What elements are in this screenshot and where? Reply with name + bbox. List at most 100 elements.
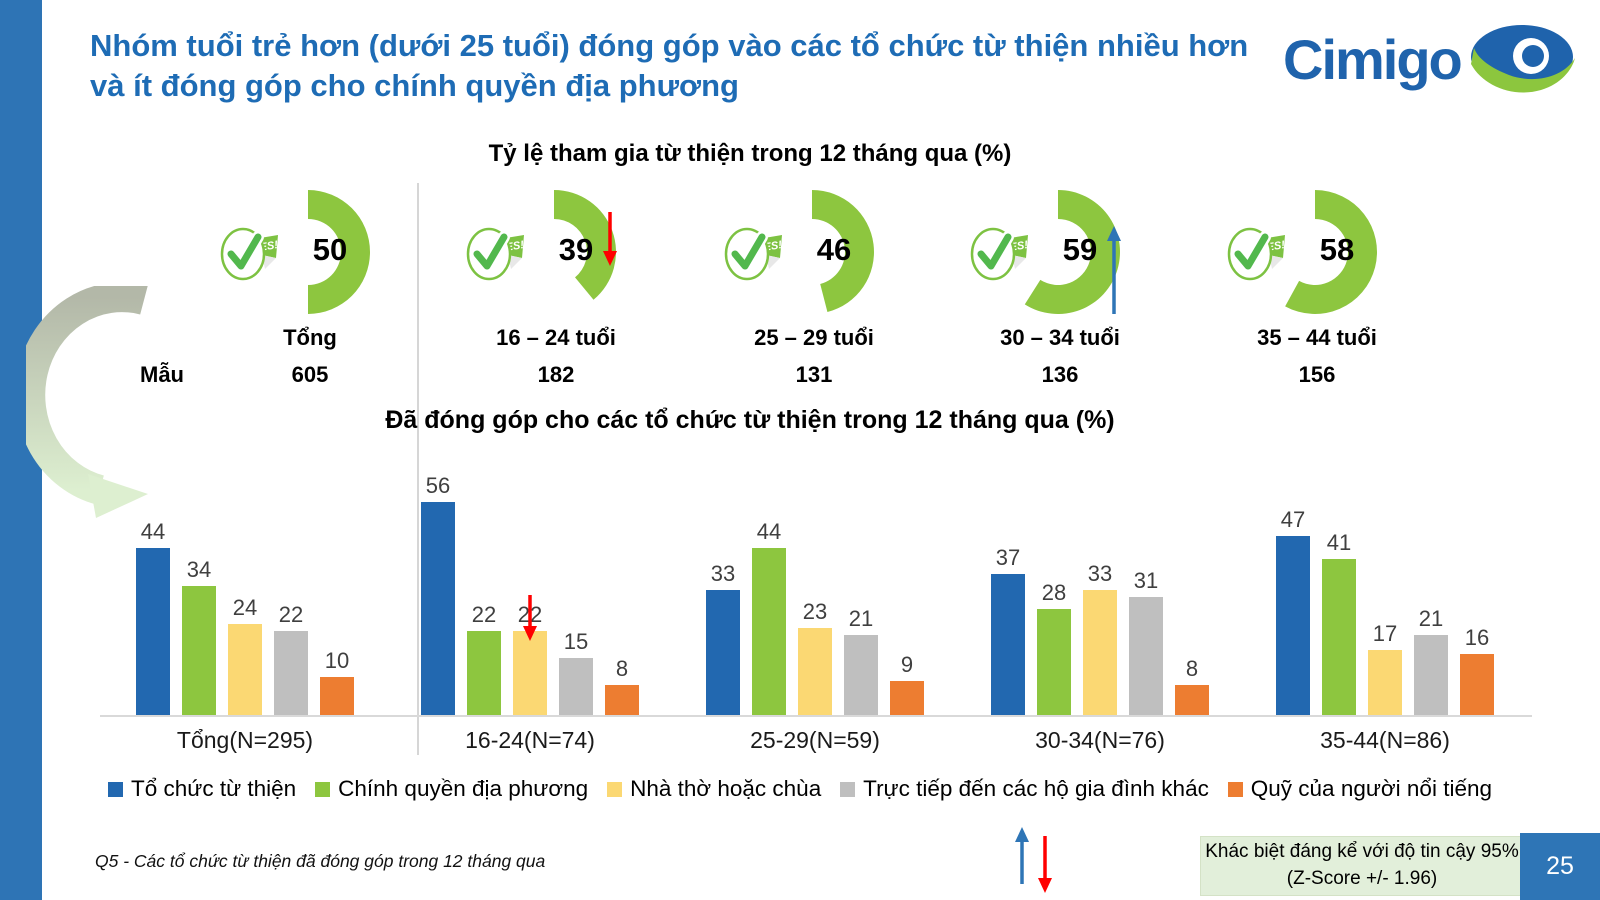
bar (1414, 635, 1448, 715)
yes-badge-icon: YES! (970, 227, 1029, 281)
bar-value-label: 16 (1464, 625, 1490, 650)
donut-gauge (308, 190, 370, 314)
bar-value-label: 17 (1372, 621, 1398, 646)
legend-label: Chính quyền địa phương (338, 776, 589, 801)
bar (182, 586, 216, 715)
bar-value-label: 9 (900, 652, 914, 677)
bar-value-label: 28 (1041, 580, 1067, 605)
cimigo-logo-text: Cimigo (1283, 27, 1463, 91)
bar (228, 624, 262, 715)
bar (1322, 559, 1356, 715)
bar (1175, 685, 1209, 715)
bar (1083, 590, 1117, 715)
legend-label: Tổ chức từ thiện (131, 776, 297, 801)
yes-badge-icon: YES! (1227, 227, 1286, 281)
legend-item: Quỹ của người nổi tiếng (1227, 776, 1492, 802)
bar-value-label: 31 (1133, 568, 1159, 593)
down-arrow-icon (1038, 836, 1052, 893)
bar (890, 681, 924, 715)
bar (1460, 654, 1494, 715)
bar-value-label: 8 (615, 656, 629, 681)
significance-note-line1: Khác biệt đáng kể với độ tin cậy 95% (1205, 841, 1519, 863)
bar (559, 658, 593, 715)
legend-swatch (108, 781, 123, 797)
significant-increase-icon (1107, 226, 1121, 314)
donut-chart-title: Tỷ lệ tham gia từ thiện trong 12 tháng q… (488, 140, 1012, 167)
bar (320, 677, 354, 715)
donut-value: 59 (1062, 232, 1098, 267)
sample-size: 156 (1298, 362, 1336, 387)
bar (513, 631, 547, 715)
legend-label: Trực tiếp đến các hộ gia đình khác (863, 776, 1209, 801)
significance-note: Khác biệt đáng kể với độ tin cậy 95% (Z-… (1200, 836, 1524, 896)
donut-gauge (812, 190, 874, 313)
legend-item: Nhà thờ hoặc chùa (607, 776, 821, 802)
sample-row-label: Mẫu (140, 362, 184, 387)
donut-value: 58 (1319, 232, 1355, 267)
donut-gauge (1024, 190, 1120, 314)
bar (1037, 609, 1071, 715)
legend-item: Trực tiếp đến các hộ gia đình khác (840, 776, 1209, 802)
bar (991, 574, 1025, 715)
page-number: 25 (1546, 852, 1574, 880)
category-label: 30-34(N=76) (1035, 727, 1165, 753)
bar-value-label: 44 (756, 519, 782, 544)
category-label: Tổng(N=295) (176, 727, 314, 753)
bar-value-label: 24 (232, 595, 258, 620)
donut-label: 30 – 34 tuổi (1000, 325, 1120, 350)
bar (706, 590, 740, 715)
bar (1368, 650, 1402, 715)
category-label: 16-24(N=74) (465, 727, 595, 753)
donut-label: 25 – 29 tuổi (754, 325, 874, 350)
yes-badge-icon: YES! (724, 227, 783, 281)
legend-swatch (840, 781, 856, 797)
donut-value: 50 (312, 232, 348, 267)
bar-annotation (522, 595, 538, 646)
total-vs-ages-divider (417, 183, 419, 755)
bar-value-label: 44 (140, 519, 166, 544)
significant-decrease-icon (523, 595, 537, 641)
cimigo-eye-icon (1470, 25, 1575, 93)
bar (467, 631, 501, 715)
bar-value-label: 33 (1087, 561, 1113, 586)
donut-value: 46 (816, 232, 852, 267)
legend-item: Tổ chức từ thiện (108, 776, 296, 802)
page-title: Nhóm tuổi trẻ hơn (dưới 25 tuổi) đóng gó… (90, 28, 1249, 104)
significance-arrow-key (1014, 827, 1053, 893)
donut-gauge-cell: YES! 58 35 – 44 tuổi 156 (1197, 186, 1437, 401)
yes-badge-icon: YES! (220, 227, 279, 281)
legend-item: Chính quyền địa phương (315, 776, 588, 802)
bar-value-label: 34 (186, 557, 212, 582)
donut-gauge-cell: YES! 50 Tổng 605 (190, 186, 430, 401)
bar (274, 631, 308, 715)
bar-value-label: 21 (848, 606, 874, 631)
bar-value-label: 22 (278, 602, 304, 627)
bar (136, 548, 170, 715)
yes-badge-icon: YES! (466, 227, 525, 281)
bar (421, 502, 455, 715)
bar-value-label: 21 (1418, 606, 1444, 631)
donut-label: Tổng (283, 325, 337, 350)
legend-label: Nhà thờ hoặc chùa (630, 776, 822, 801)
bar-value-label: 8 (1185, 656, 1199, 681)
donut-value: 39 (558, 232, 594, 267)
bar-value-label: 47 (1280, 507, 1306, 532)
significant-decrease-icon (603, 212, 617, 266)
legend-swatch (607, 781, 623, 797)
sample-size: 131 (795, 362, 833, 387)
question-footnote: Q5 - Các tổ chức từ thiện đã đóng góp tr… (95, 851, 546, 871)
bar (605, 685, 639, 715)
bar-chart-title: Đã đóng góp cho các tổ chức từ thiện tro… (385, 406, 1115, 434)
curved-arrow-decoration (26, 286, 148, 518)
donut-gauge-cell: YES! 59 30 – 34 tuổi 136 (940, 186, 1180, 401)
bar-value-label: 41 (1326, 530, 1352, 555)
category-label: 25-29(N=59) (750, 727, 880, 753)
bar (798, 628, 832, 715)
sample-size: 605 (291, 362, 329, 387)
grouped-bar-chart: 4434242210Tổng(N=295)56222215816-24(N=74… (100, 452, 1532, 753)
donut-gauge-cell: YES! 39 16 – 24 tuổi 182 (436, 186, 676, 401)
bar-value-label: 37 (995, 545, 1021, 570)
donut-label: 35 – 44 tuổi (1257, 325, 1377, 350)
sample-size: 182 (537, 362, 575, 387)
